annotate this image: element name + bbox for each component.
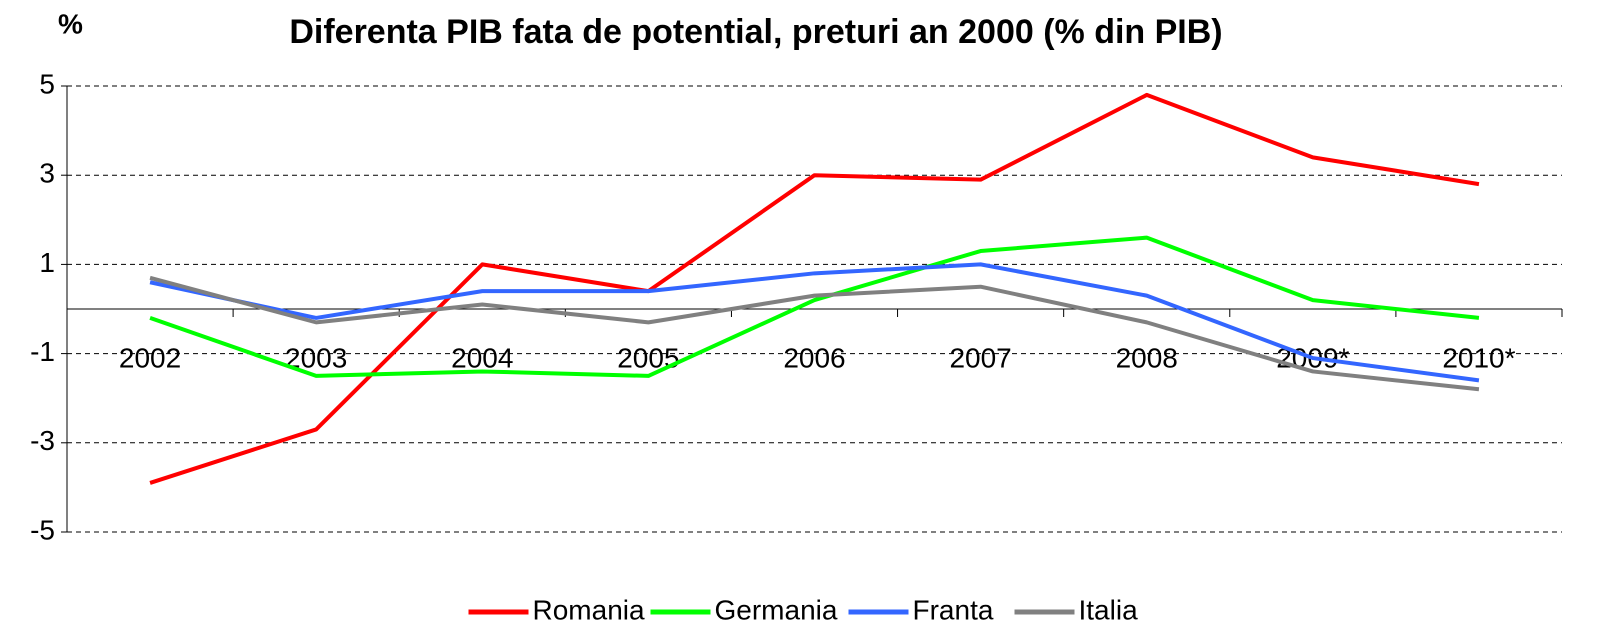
- series-line: [149, 262, 1480, 383]
- x-tick-label: 2004: [451, 342, 513, 373]
- y-tick-label: 1: [39, 247, 55, 278]
- legend-label: Franta: [913, 594, 994, 625]
- legend-label: Germania: [715, 594, 838, 625]
- x-tick-label: 2007: [949, 342, 1011, 373]
- x-tick-label: 2002: [119, 342, 181, 373]
- y-tick-label: -5: [30, 514, 55, 545]
- y-tick-label: 5: [39, 68, 55, 99]
- y-axis-label: %: [58, 8, 83, 39]
- series-line: [149, 275, 1480, 392]
- x-tick-label: 2005: [617, 342, 679, 373]
- y-tick-label: -3: [30, 425, 55, 456]
- series-line: [149, 235, 1480, 378]
- x-tick-label: 2006: [783, 342, 845, 373]
- y-tick-label: 3: [39, 158, 55, 189]
- x-tick-label: 2008: [1116, 342, 1178, 373]
- chart-title: Diferenta PIB fata de potential, preturi…: [289, 13, 1222, 51]
- legend-label: Romania: [533, 594, 645, 625]
- y-tick-label: -1: [30, 336, 55, 367]
- x-tick-label: 2010*: [1442, 342, 1515, 373]
- legend-label: Italia: [1079, 594, 1139, 625]
